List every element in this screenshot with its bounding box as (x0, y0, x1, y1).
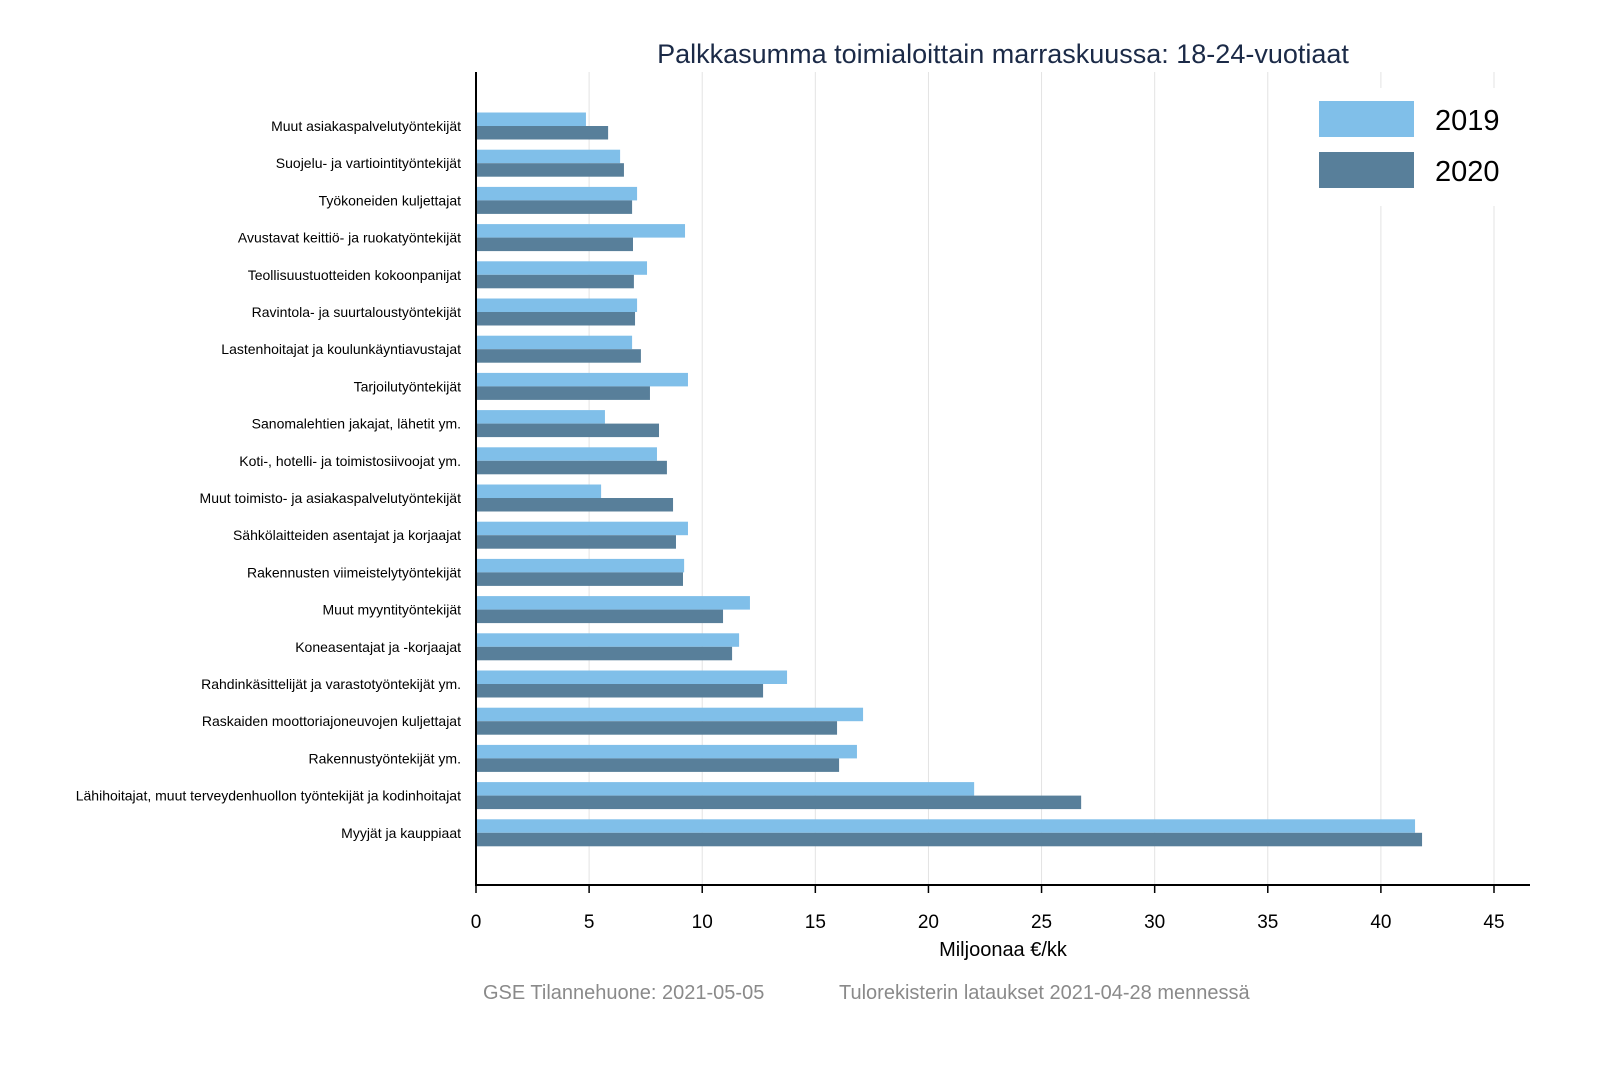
bar-2019 (476, 819, 1416, 833)
bar-2020 (476, 200, 633, 214)
bar-2019 (476, 782, 975, 796)
bar-2019 (476, 670, 788, 684)
x-tick-label: 45 (1483, 912, 1504, 933)
category-label: Myyjät ja kauppiaat (341, 825, 461, 841)
category-label: Avustavat keittiö- ja ruokatyöntekijät (238, 230, 461, 246)
x-tick-label: 20 (918, 912, 939, 933)
bar-2020 (476, 386, 650, 400)
category-label: Tarjoilutyöntekijät (354, 378, 461, 394)
x-tick-label: 0 (471, 912, 482, 933)
bar-2019 (476, 707, 864, 722)
footer-note: Tulorekisterin lataukset 2021-04-28 menn… (839, 982, 1250, 1004)
bar-2019 (476, 372, 688, 387)
category-label: Lähihoitajat, muut terveydenhuollon työn… (76, 788, 461, 804)
category-label: Sanomalehtien jakajat, lähetit ym. (252, 416, 461, 432)
category-label: Muut asiakaspalvelutyöntekijät (271, 118, 461, 134)
x-tick-label: 15 (805, 912, 826, 933)
category-label: Sähkölaitteiden asentajat ja korjaajat (233, 527, 461, 543)
bar-2020 (476, 535, 676, 549)
bar-2020 (476, 832, 1423, 847)
x-tick-label: 30 (1144, 912, 1165, 933)
category-label: Ravintola- ja suurtaloustyöntekijät (252, 304, 461, 320)
bar-2019 (476, 224, 686, 238)
x-axis-label: Miljoonaa €/kk (939, 939, 1068, 961)
chart-title: Palkkasumma toimialoittain marraskuussa:… (657, 39, 1349, 69)
bar-2020 (476, 349, 641, 363)
legend: 2019 2020 (1300, 88, 1515, 206)
bar-2019 (476, 410, 605, 424)
legend-swatch-2020 (1319, 152, 1414, 188)
bar-2019 (476, 744, 857, 759)
footer-source: GSE Tilannehuone: 2021-05-05 (483, 982, 764, 1004)
x-tick-label: 40 (1370, 912, 1391, 933)
category-label: Raskaiden moottoriajoneuvojen kuljettaja… (202, 713, 461, 729)
bar-2019 (476, 186, 638, 201)
bar-2020 (476, 237, 633, 252)
bar-2019 (476, 447, 657, 461)
legend-label-2019: 2019 (1435, 105, 1500, 137)
legend-swatch-2019 (1319, 101, 1414, 137)
x-tick-label: 25 (1031, 912, 1052, 933)
bar-2020 (476, 758, 840, 772)
bar-2019 (476, 335, 633, 350)
x-ticks: 0 5 10 15 20 25 30 35 40 45 (471, 885, 1505, 933)
bar-2019 (476, 149, 621, 164)
x-tick-label: 5 (584, 912, 595, 933)
gridlines (588, 72, 1495, 885)
category-label: Muut toimisto- ja asiakaspalvelutyönteki… (200, 490, 462, 506)
category-label: Suojelu- ja vartiointityöntekijät (276, 155, 461, 171)
bar-2020 (476, 721, 838, 735)
bar-2020 (476, 572, 683, 586)
category-labels: Muut asiakaspalvelutyöntekijät Suojelu- j… (76, 118, 461, 841)
category-label: Koneasentajat ja -korjaajat (295, 639, 461, 655)
bar-2020 (476, 684, 764, 698)
category-label: Lastenhoitajat ja koulunkäyntiavustajat (221, 341, 461, 357)
bar-2020 (476, 312, 636, 326)
bar-2019 (476, 112, 586, 126)
category-label: Rahdinkäsittelijät ja varastotyöntekijät… (201, 676, 461, 692)
bar-2019 (476, 633, 740, 647)
bar-2020 (476, 163, 624, 177)
category-label: Rakennustyöntekijät ym. (308, 750, 461, 766)
bar-2020 (476, 460, 667, 475)
bar-2019 (476, 596, 750, 610)
bar-2020 (476, 609, 724, 624)
bar-2019 (476, 558, 685, 573)
category-label: Muut myyntityöntekijät (323, 602, 462, 618)
bar-2020 (476, 498, 674, 512)
bar-2020 (476, 646, 733, 661)
bar-2020 (476, 795, 1082, 810)
x-tick-label: 35 (1257, 912, 1278, 933)
category-label: Työkoneiden kuljettajat (319, 192, 462, 208)
category-label: Koti-, hotelli- ja toimistosiivoojat ym. (239, 453, 461, 469)
bars (476, 112, 1423, 847)
bar-2019 (476, 298, 638, 312)
legend-label-2020: 2020 (1435, 156, 1500, 188)
bar-2020 (476, 126, 609, 140)
bar-2019 (476, 261, 648, 275)
category-label: Teollisuustuotteiden kokoonpanijat (248, 267, 461, 283)
bar-2019 (476, 521, 688, 536)
x-tick-label: 10 (692, 912, 713, 933)
bar-2020 (476, 423, 660, 438)
bar-2020 (476, 274, 634, 289)
category-label: Rakennusten viimeistelytyöntekijät (247, 564, 461, 580)
bar-2019 (476, 484, 602, 498)
